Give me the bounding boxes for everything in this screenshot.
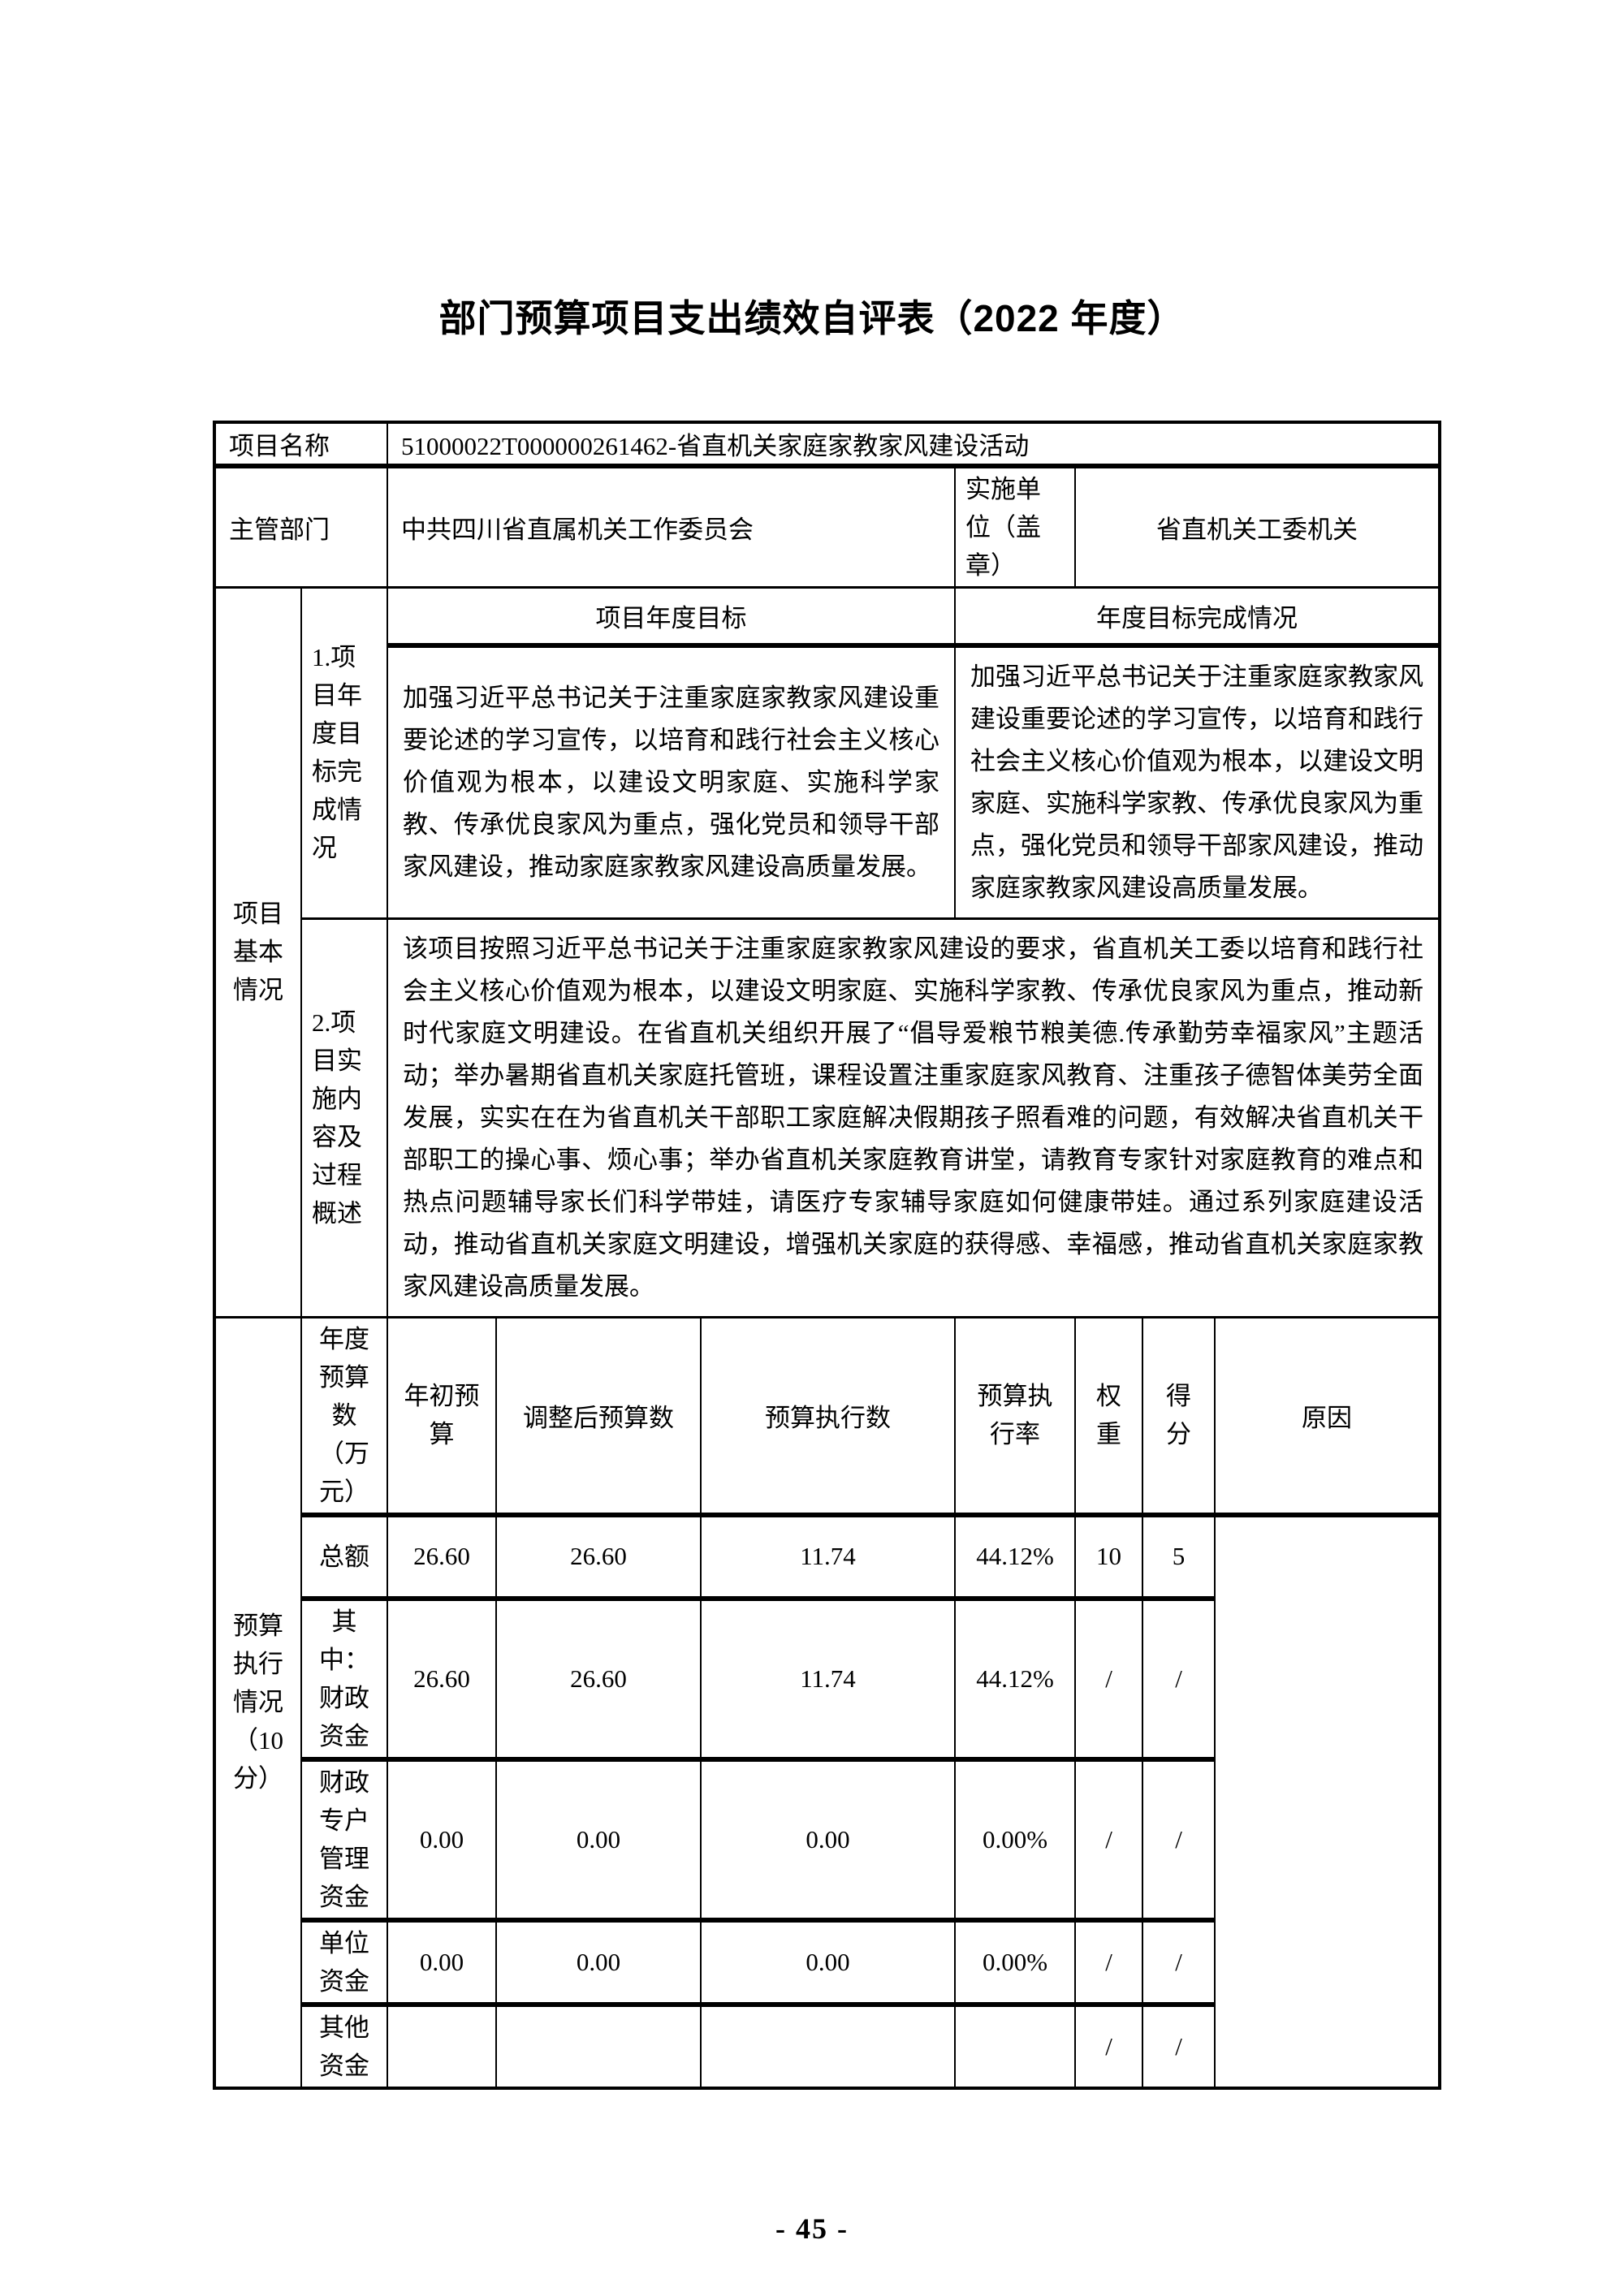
budget-cell-adjusted: 26.60 xyxy=(495,1597,702,1762)
budget-cell-execution-rate: 44.12% xyxy=(954,1597,1076,1762)
supervising-dept-label: 主管部门 xyxy=(214,464,388,589)
goal-content-row: 加强习近平总书记关于注重家庭家教家风建设重要论述的学习宣传，以培育和践行社会主义… xyxy=(214,644,1441,920)
budget-cell-score: / xyxy=(1142,1918,1216,2007)
document-title: 部门预算项目支出绩效自评表（2022 年度） xyxy=(438,297,1186,339)
budget-row-other-funds: 其他 资金 / / xyxy=(214,2003,1440,2089)
impl-overview-row-label: 2.项 目实 施内 容及 过程 概述 xyxy=(300,917,388,1318)
impl-unit-label: 实施单 位（盖 章） xyxy=(954,464,1076,589)
budget-row-label: 其他 资金 xyxy=(300,2003,388,2089)
budget-cell-initial: 0.00 xyxy=(387,1918,497,2007)
budget-row-label: 总额 xyxy=(300,1513,388,1601)
budget-cell-execution-rate xyxy=(954,2003,1076,2089)
budget-cell-executed: 0.00 xyxy=(700,1758,956,1923)
budget-cell-score: / xyxy=(1142,1597,1216,1762)
budget-row-total: 总额 26.60 26.60 11.74 44.12% 10 5 xyxy=(214,1513,1441,2089)
annual-goal-text: 加强习近平总书记关于注重家庭家教家风建设重要论述的学习宣传，以培育和践行社会主义… xyxy=(387,644,956,920)
goal-completion-header: 年度目标完成情况 xyxy=(953,586,1441,648)
budget-section-label: 预算 执行 情况 （10 分） xyxy=(214,1315,302,2089)
budget-cell-score: / xyxy=(1142,1758,1216,1923)
budget-cell-adjusted: 0.00 xyxy=(495,1918,702,2007)
goal-completion-text: 加强习近平总书记关于注重家庭家教家风建设重要论述的学习宣传，以培育和践行社会主义… xyxy=(953,644,1441,920)
budget-row-fiscal-funds: 其 中： 财政 资金 26.60 26.60 11.74 44.12% / / xyxy=(214,1597,1440,1762)
budget-header-executed-amount: 预算执行数 xyxy=(700,1315,956,1517)
budget-cell-execution-rate: 0.00% xyxy=(954,1758,1076,1923)
supervising-dept-value: 中共四川省直属机关工作委员会 xyxy=(387,464,956,589)
budget-cell-weight: / xyxy=(1074,1918,1143,2007)
budget-header-score: 得 分 xyxy=(1142,1315,1216,1517)
budget-header-reason: 原因 xyxy=(1213,1315,1441,1517)
project-name-row: 项目名称 51000022T000000261462-省直机关家庭家教家风建设活… xyxy=(214,421,1441,468)
project-name-value: 51000022T000000261462-省直机关家庭家教家风建设活动 xyxy=(386,421,1441,468)
annual-goal-header: 项目年度目标 xyxy=(387,586,956,648)
budget-row-label: 财政 专户 管理 资金 xyxy=(300,1758,388,1923)
budget-row-label: 单位 资金 xyxy=(300,1918,388,2007)
budget-cell-adjusted: 0.00 xyxy=(495,1758,702,1923)
impl-overview-row: 2.项 目实 施内 容及 过程 概述 该项目按照习近平总书记关于注重家庭家教家风… xyxy=(214,917,1441,1318)
budget-cell-weight: 10 xyxy=(1074,1513,1143,1601)
budget-cell-weight: / xyxy=(1074,2003,1143,2089)
budget-row-label: 其 中： 财政 资金 xyxy=(300,1597,388,1762)
budget-header-row: 预算 执行 情况 （10 分） 年度 预算 数 （万 元） 年初预 算 调整后预… xyxy=(214,1315,1441,2089)
budget-cell-executed: 0.00 xyxy=(700,1918,956,2007)
budget-cell-adjusted: 26.60 xyxy=(495,1513,702,1601)
budget-row-special-account-funds: 财政 专户 管理 资金 0.00 0.00 0.00 0.00% / / xyxy=(214,1758,1440,1923)
budget-cell-execution-rate: 0.00% xyxy=(954,1918,1076,2007)
budget-header-annual-budget: 年度 预算 数 （万 元） xyxy=(300,1315,388,1517)
budget-cell-initial: 0.00 xyxy=(387,1758,497,1923)
budget-cell-executed: 11.74 xyxy=(700,1513,956,1601)
supervising-dept-row: 主管部门 中共四川省直属机关工作委员会 实施单 位（盖 章） 省直机关工委机关 xyxy=(214,464,1441,589)
budget-header-weight: 权 重 xyxy=(1074,1315,1143,1517)
budget-cell-score: / xyxy=(1142,2003,1216,2089)
budget-cell-weight: / xyxy=(1074,1597,1143,1762)
budget-cell-score: 5 xyxy=(1142,1513,1216,1601)
budget-cell-executed xyxy=(700,2003,956,2089)
impl-overview-text: 该项目按照习近平总书记关于注重家庭家教家风建设的要求，省直机关工委以培育和践行社… xyxy=(386,917,1441,1318)
project-name-label: 项目名称 xyxy=(214,421,388,468)
budget-cell-initial xyxy=(387,2003,497,2089)
budget-cell-initial: 26.60 xyxy=(387,1513,497,1601)
budget-row-unit-funds: 单位 资金 0.00 0.00 0.00 0.00% / / xyxy=(214,1918,1440,2007)
self-evaluation-table: 项目名称 51000022T000000261462-省直机关家庭家教家风建设活… xyxy=(213,421,1442,2090)
annual-goal-row-label: 1.项 目年 度目 标完 成情 况 xyxy=(300,586,388,920)
budget-cell-initial: 26.60 xyxy=(387,1597,497,1762)
budget-header-initial-budget: 年初预 算 xyxy=(387,1315,497,1517)
basic-info-section-label: 项目 基本 情况 xyxy=(214,586,302,1318)
budget-cell-weight: / xyxy=(1074,1758,1143,1923)
impl-unit-value: 省直机关工委机关 xyxy=(1073,464,1441,589)
budget-cell-execution-rate: 44.12% xyxy=(954,1513,1076,1601)
budget-cell-adjusted xyxy=(495,2003,702,2089)
page-number: - 45 - xyxy=(775,2212,849,2245)
budget-cell-executed: 11.74 xyxy=(700,1597,956,1762)
budget-header-execution-rate: 预算执 行率 xyxy=(954,1315,1076,1517)
budget-reason-cell xyxy=(1213,1513,1441,2089)
budget-header-adjusted-budget: 调整后预算数 xyxy=(495,1315,702,1517)
goal-header-row: 项目 基本 情况 1.项 目年 度目 标完 成情 况 项目年度目标 年度目标完成… xyxy=(214,586,1441,1318)
